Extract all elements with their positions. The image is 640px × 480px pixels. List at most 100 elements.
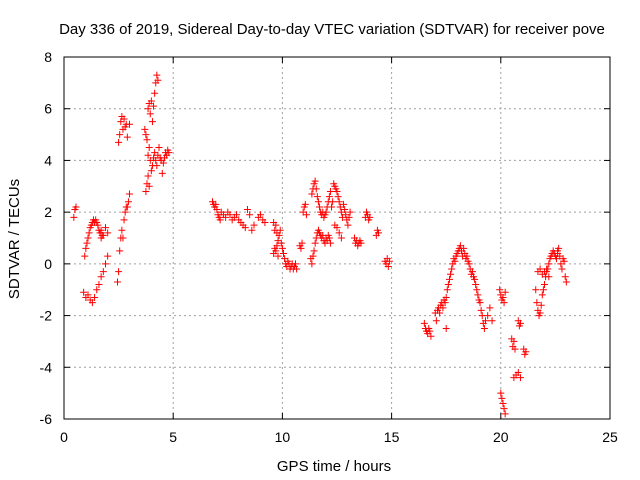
data-point — [312, 185, 320, 193]
data-point — [143, 136, 151, 144]
data-point — [447, 270, 455, 278]
data-point — [159, 159, 167, 167]
data-point — [126, 120, 134, 128]
x-tick-label: 20 — [493, 429, 509, 445]
data-point — [150, 102, 158, 110]
data-point — [560, 257, 568, 265]
data-point — [543, 265, 551, 273]
data-point — [101, 260, 109, 268]
data-point — [145, 182, 153, 190]
data-point — [325, 193, 333, 201]
data-point — [114, 278, 122, 286]
data-point — [337, 234, 345, 242]
data-point — [213, 206, 221, 214]
data-point — [85, 229, 93, 237]
data-point — [472, 281, 480, 289]
data-point — [153, 162, 161, 170]
data-point — [442, 325, 450, 332]
data-point — [308, 260, 316, 268]
data-point — [374, 229, 382, 237]
data-point — [443, 286, 451, 294]
y-tick-label: -2 — [40, 308, 53, 324]
data-point — [297, 244, 305, 252]
data-point — [101, 224, 109, 232]
data-point — [329, 198, 337, 206]
data-point — [442, 293, 450, 301]
data-point — [104, 229, 112, 237]
data-point — [250, 221, 258, 229]
data-point — [314, 198, 322, 206]
data-point — [536, 309, 544, 317]
data-point — [476, 299, 484, 307]
data-point — [366, 213, 374, 221]
data-point — [516, 374, 524, 382]
data-point — [538, 291, 546, 299]
data-point — [514, 368, 522, 376]
data-point — [311, 177, 319, 185]
data-point — [216, 216, 224, 224]
data-point — [88, 299, 96, 307]
grid-lines — [64, 57, 610, 419]
data-point — [426, 327, 434, 335]
data-point — [436, 309, 444, 317]
data-point — [126, 190, 134, 198]
data-point — [533, 299, 541, 307]
data-point — [471, 275, 479, 283]
data-point — [80, 288, 88, 296]
data-point — [142, 187, 150, 195]
data-point — [545, 260, 553, 268]
data-point — [335, 229, 343, 237]
y-tick-label: 2 — [44, 204, 52, 220]
data-point — [328, 203, 336, 211]
data-point — [147, 97, 155, 105]
data-point — [488, 317, 496, 325]
data-point — [465, 260, 473, 268]
data-point — [325, 234, 333, 242]
y-tick-label: -6 — [40, 411, 53, 427]
y-axis-label: SDTVAR / TECUs — [6, 179, 23, 299]
data-point — [120, 216, 128, 224]
y-axis-ticks: 8 6 4 2 0 -2 -4 -6 — [40, 49, 610, 427]
data-point — [316, 203, 324, 211]
data-point — [561, 273, 569, 281]
data-point — [499, 293, 507, 301]
data-point — [468, 268, 476, 276]
data-point — [545, 273, 553, 281]
y-tick-label: 8 — [44, 49, 52, 65]
data-point — [298, 239, 306, 247]
data-point — [511, 345, 519, 353]
data-point — [499, 399, 507, 407]
y-tick-label: 6 — [44, 101, 52, 117]
data-point — [91, 293, 99, 301]
data-point — [276, 226, 284, 234]
data-point — [148, 118, 156, 126]
data-point — [310, 247, 318, 255]
data-point — [441, 299, 449, 307]
y-tick-label: 0 — [44, 256, 52, 272]
data-point — [153, 71, 161, 79]
data-point — [335, 198, 343, 206]
x-tick-label: 5 — [169, 429, 177, 445]
data-point — [460, 244, 468, 252]
data-point — [272, 221, 280, 229]
data-point — [333, 187, 341, 195]
data-point — [357, 239, 365, 247]
data-point — [212, 200, 220, 208]
data-point — [222, 213, 230, 221]
data-point — [70, 213, 78, 221]
data-point — [340, 200, 348, 208]
data-point — [451, 257, 459, 265]
data-point — [83, 239, 91, 247]
data-point — [72, 203, 80, 211]
data-point — [94, 221, 102, 229]
data-point — [97, 273, 105, 281]
data-point — [540, 281, 548, 289]
data-point — [154, 76, 162, 84]
data-point — [81, 252, 89, 260]
data-point — [501, 410, 509, 418]
data-point — [439, 304, 447, 312]
data-point — [345, 213, 353, 221]
data-point — [326, 239, 334, 247]
data-point — [445, 275, 453, 283]
data-point — [141, 125, 149, 133]
